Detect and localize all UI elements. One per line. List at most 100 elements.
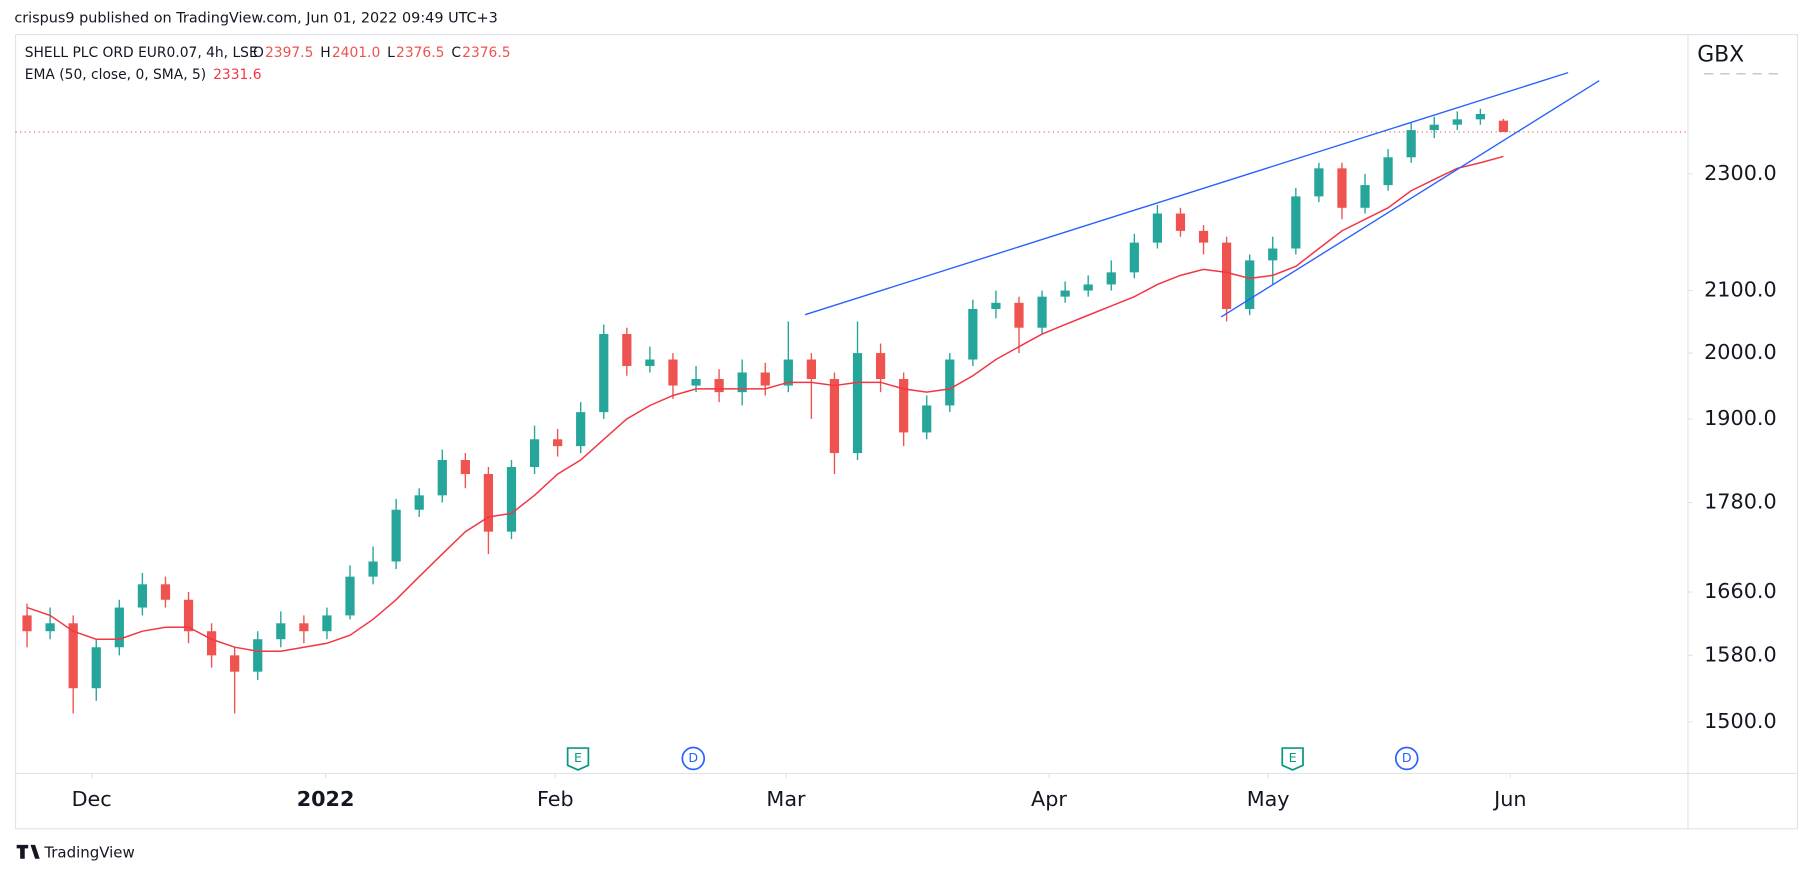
ohlc-value: 2376.5: [396, 45, 444, 61]
candle-body: [852, 353, 863, 454]
candle-body: [68, 623, 78, 689]
candle-body: [276, 623, 286, 640]
x-tick-label: Jun: [1492, 787, 1526, 811]
x-tick-label: May: [1247, 787, 1290, 811]
candle-body: [391, 509, 401, 562]
event-marker: D: [1394, 746, 1419, 771]
candle-body: [783, 359, 793, 386]
x-tick-label: Feb: [537, 787, 574, 811]
y-tick-label: 2300.0: [1704, 161, 1777, 185]
candle-body: [1175, 213, 1186, 231]
y-tick-label: 1900.0: [1704, 406, 1777, 430]
ohlc-key: C: [451, 45, 461, 61]
candle-body: [1337, 168, 1347, 208]
candle-body: [691, 379, 701, 386]
candle-body: [576, 412, 586, 447]
candle-body: [760, 372, 770, 386]
candle-body: [45, 623, 55, 632]
candle-body: [230, 655, 240, 672]
candle-body: [1475, 113, 1485, 120]
candle-body: [91, 647, 101, 689]
candle-body: [1106, 272, 1116, 285]
candle-body: [1498, 120, 1509, 132]
ema-line: [26, 155, 1504, 652]
candle-body: [1383, 157, 1393, 186]
ohlc-value: 2376.5: [462, 45, 510, 61]
candle-body: [1014, 302, 1024, 328]
candle-body: [137, 584, 148, 608]
candle-body: [1429, 124, 1439, 131]
ohlc-value: 2401.0: [332, 45, 380, 61]
candle-body: [553, 439, 563, 447]
candle-body: [1037, 296, 1047, 328]
plot-area: [15, 108, 1688, 714]
candle-body: [1268, 248, 1278, 261]
candle-body: [714, 379, 724, 393]
candle-body: [1198, 230, 1209, 243]
indicator-value: 2331.6: [213, 67, 261, 83]
event-label: E: [574, 750, 582, 765]
candle-body: [253, 639, 263, 672]
published-note: crispus9 published on TradingView.com, J…: [14, 10, 497, 26]
candle-body: [991, 302, 1001, 309]
candle-body: [945, 359, 955, 406]
unit-label: GBX: [1697, 42, 1744, 67]
candle-body: [1314, 168, 1324, 197]
candle-body: [1245, 260, 1255, 309]
candle-body: [829, 379, 840, 454]
brand-name[interactable]: TradingView: [43, 843, 134, 861]
ohlc-value: 2397.5: [265, 45, 313, 61]
ohlc-key: L: [387, 45, 395, 61]
candle-body: [806, 359, 816, 380]
candle-body: [1083, 284, 1093, 291]
candle-body: [1152, 213, 1163, 243]
candle-body: [1060, 290, 1070, 297]
candle-body: [160, 584, 171, 600]
candle-body: [322, 615, 332, 632]
candle-body: [183, 599, 194, 632]
candle-body: [299, 623, 309, 632]
trend-line-upper: [804, 71, 1569, 316]
candle-body: [737, 372, 747, 393]
x-tick-label: Dec: [72, 787, 112, 811]
ohlc-key: H: [320, 45, 330, 61]
candle-body: [1360, 185, 1370, 208]
candle-body: [1129, 242, 1139, 273]
brand-logo[interactable]: [16, 844, 40, 859]
event-label: D: [688, 750, 698, 765]
candle-body: [875, 353, 886, 380]
candle-body: [114, 607, 124, 648]
candle-body: [345, 576, 355, 616]
y-tick-label: 2100.0: [1704, 278, 1777, 302]
candle-body: [437, 460, 447, 496]
candle-body: [529, 439, 540, 468]
candle-body: [622, 334, 632, 366]
x-tick-label: Apr: [1031, 787, 1067, 811]
candle-body: [1222, 242, 1232, 309]
candle-body: [645, 359, 655, 366]
trend-line-lower: [1220, 80, 1600, 318]
candle-body: [506, 467, 517, 532]
candle-body: [1406, 130, 1416, 158]
y-tick-label: 1500.0: [1704, 709, 1777, 733]
event-label: D: [1402, 750, 1412, 765]
ohlc-legend: O 2397.5 H 2401.0 L 2376.5 C 2376.5: [253, 45, 511, 61]
candle-body: [599, 334, 609, 413]
candle-body: [899, 379, 909, 433]
event-marker: E: [566, 747, 590, 771]
candle-body: [206, 631, 217, 656]
y-tick-label: 2000.0: [1704, 340, 1777, 364]
y-tick-label: 1580.0: [1704, 642, 1777, 666]
x-tick-label: 2022: [297, 787, 355, 811]
event-marker: E: [1281, 747, 1304, 771]
x-tick-label: Mar: [766, 787, 806, 811]
event-marker: D: [681, 746, 706, 771]
candle-body: [668, 359, 678, 386]
candle-body: [368, 561, 378, 577]
candle-body: [1452, 119, 1462, 125]
candle-body: [922, 405, 932, 433]
chart-frame: [14, 34, 1799, 830]
ohlc-key: O: [253, 45, 264, 61]
